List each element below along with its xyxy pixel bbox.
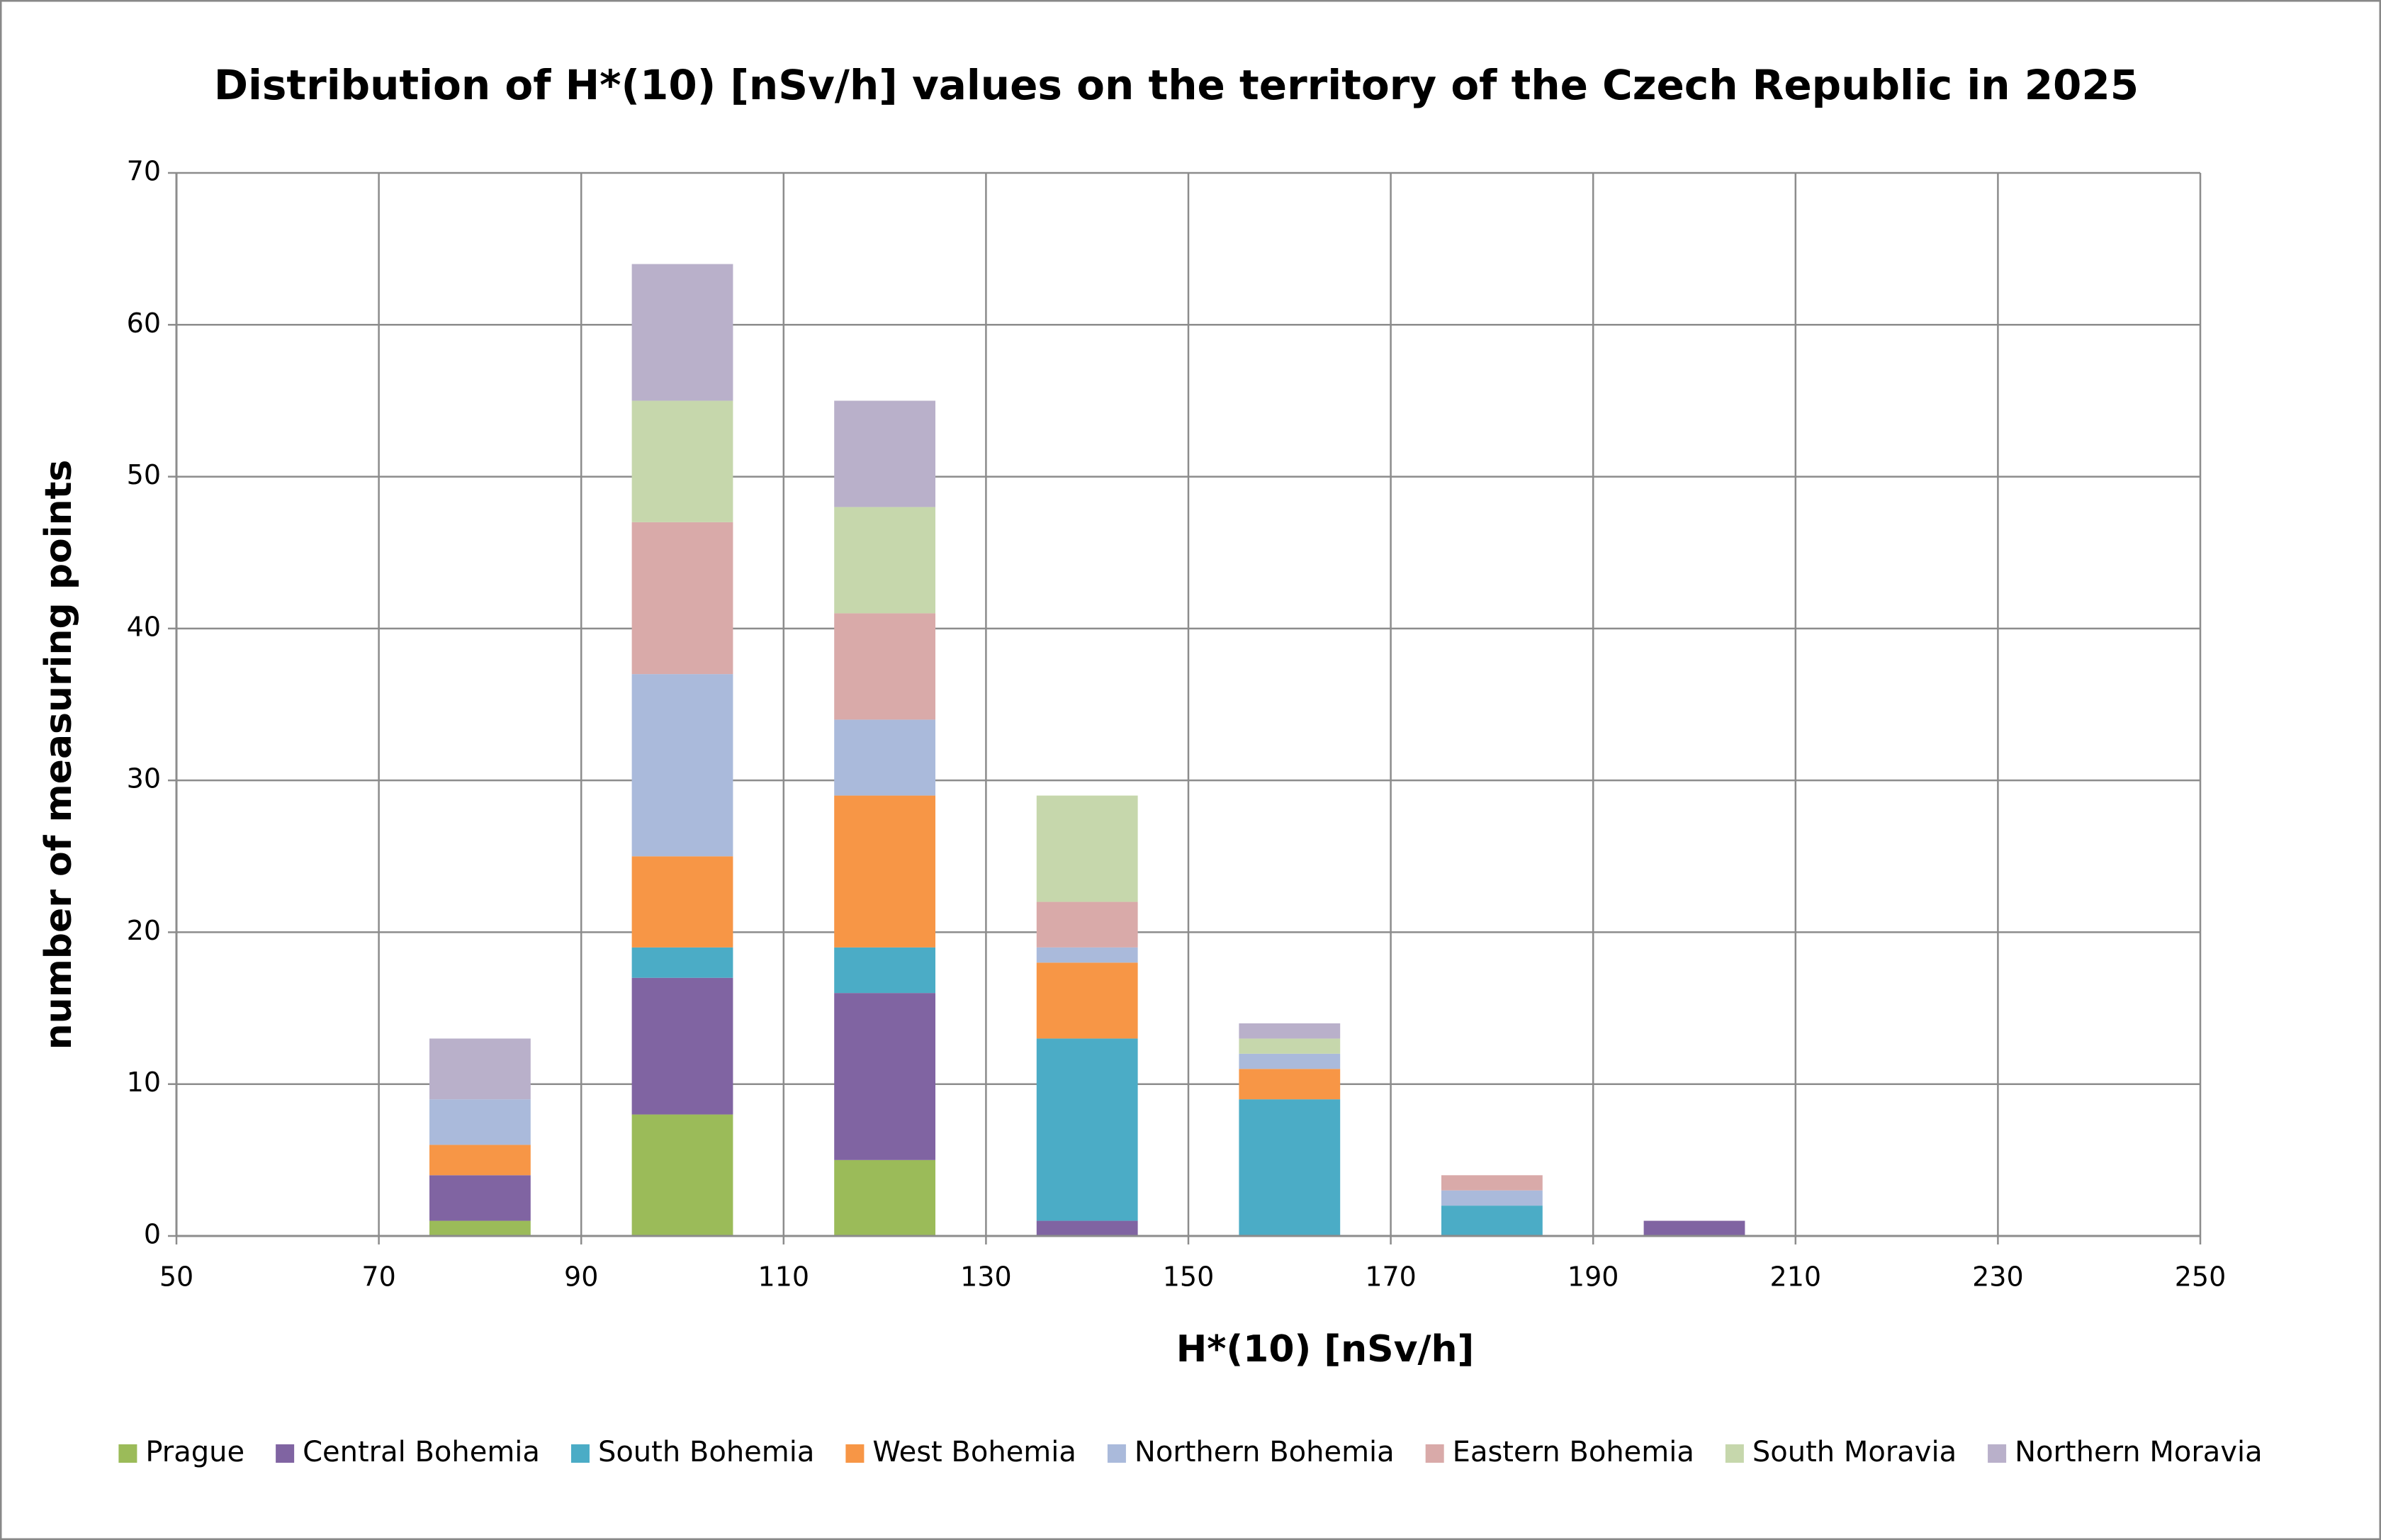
bar-segment bbox=[1239, 1023, 1341, 1039]
bar-segment bbox=[631, 522, 733, 675]
legend-label: Northern Moravia bbox=[2015, 1436, 2263, 1468]
bar-segment bbox=[1441, 1205, 1543, 1236]
legend-label: West Bohemia bbox=[872, 1436, 1076, 1468]
bar-segment bbox=[1036, 962, 1138, 1039]
legend-swatch bbox=[1988, 1444, 2007, 1463]
bar-segment bbox=[834, 993, 935, 1160]
legend-swatch bbox=[276, 1444, 295, 1463]
y-tick-label: 50 bbox=[127, 459, 161, 490]
bar-segment bbox=[1036, 947, 1138, 963]
x-tick-label: 210 bbox=[1770, 1261, 1822, 1293]
y-tick-label: 30 bbox=[127, 763, 161, 794]
bar-segment bbox=[1239, 1053, 1341, 1069]
bar-segment bbox=[834, 613, 935, 720]
chart-title: Distribution of H*(10) [nSv/h] values on… bbox=[214, 61, 2139, 109]
legend-label: South Moravia bbox=[1752, 1436, 1957, 1468]
legend-swatch bbox=[118, 1444, 137, 1463]
y-tick-label: 40 bbox=[127, 611, 161, 642]
bar-segment bbox=[631, 856, 733, 948]
bar-segment bbox=[1441, 1190, 1543, 1206]
bar-segment bbox=[1239, 1038, 1341, 1054]
legend-swatch bbox=[570, 1444, 590, 1463]
x-tick-label: 230 bbox=[1972, 1261, 2024, 1293]
bar-segment bbox=[631, 1114, 733, 1236]
bar-segment bbox=[429, 1175, 531, 1221]
bar-segment bbox=[834, 947, 935, 994]
bar-segment bbox=[631, 400, 733, 522]
bar-segment bbox=[1239, 1099, 1341, 1236]
x-tick-label: 90 bbox=[564, 1261, 598, 1293]
x-tick-label: 250 bbox=[2175, 1261, 2227, 1293]
legend-swatch bbox=[1725, 1444, 1744, 1463]
legend-label: Prague bbox=[145, 1436, 244, 1468]
bar-segment bbox=[631, 977, 733, 1115]
y-tick-label: 20 bbox=[127, 915, 161, 946]
legend-label: Eastern Bohemia bbox=[1453, 1436, 1694, 1468]
y-tick-label: 0 bbox=[144, 1219, 161, 1250]
legend-label: South Bohemia bbox=[598, 1436, 814, 1468]
bar-segment bbox=[429, 1145, 531, 1176]
bar-segment bbox=[834, 400, 935, 507]
legend-swatch bbox=[1425, 1444, 1444, 1463]
bar-segment bbox=[1036, 1220, 1138, 1236]
bar-segment bbox=[834, 1159, 935, 1236]
bar-segment bbox=[1036, 1038, 1138, 1221]
y-tick-label: 60 bbox=[127, 308, 161, 339]
bar-segment bbox=[429, 1220, 531, 1236]
legend-label: Northern Bohemia bbox=[1135, 1436, 1395, 1468]
bar-segment bbox=[834, 719, 935, 796]
y-tick-label: 70 bbox=[127, 156, 161, 187]
x-tick-label: 110 bbox=[758, 1261, 810, 1293]
bar-segment bbox=[631, 674, 733, 857]
y-tick-label: 10 bbox=[127, 1067, 161, 1098]
legend-label: Central Bohemia bbox=[303, 1436, 540, 1468]
bar-segment bbox=[429, 1038, 531, 1100]
x-tick-label: 170 bbox=[1365, 1261, 1417, 1293]
x-tick-label: 190 bbox=[1567, 1261, 1619, 1293]
x-tick-label: 130 bbox=[960, 1261, 1012, 1293]
x-tick-label: 150 bbox=[1163, 1261, 1215, 1293]
bar-segment bbox=[631, 264, 733, 401]
bar-segment bbox=[1036, 901, 1138, 948]
bar-segment bbox=[1239, 1069, 1341, 1100]
bar-segment bbox=[1441, 1175, 1543, 1191]
bar-segment bbox=[834, 507, 935, 614]
bar-segment bbox=[834, 795, 935, 948]
bar-segment bbox=[1036, 795, 1138, 902]
x-axis-label: H*(10) [nSv/h] bbox=[1176, 1328, 1475, 1371]
bar-segment bbox=[1643, 1220, 1745, 1236]
legend-swatch bbox=[1107, 1444, 1126, 1463]
x-tick-label: 50 bbox=[159, 1261, 193, 1293]
bar-segment bbox=[631, 947, 733, 978]
legend-swatch bbox=[845, 1444, 865, 1463]
x-tick-label: 70 bbox=[361, 1261, 395, 1293]
y-axis-label: number of measuring points bbox=[38, 460, 80, 1050]
bar-segment bbox=[429, 1099, 531, 1145]
